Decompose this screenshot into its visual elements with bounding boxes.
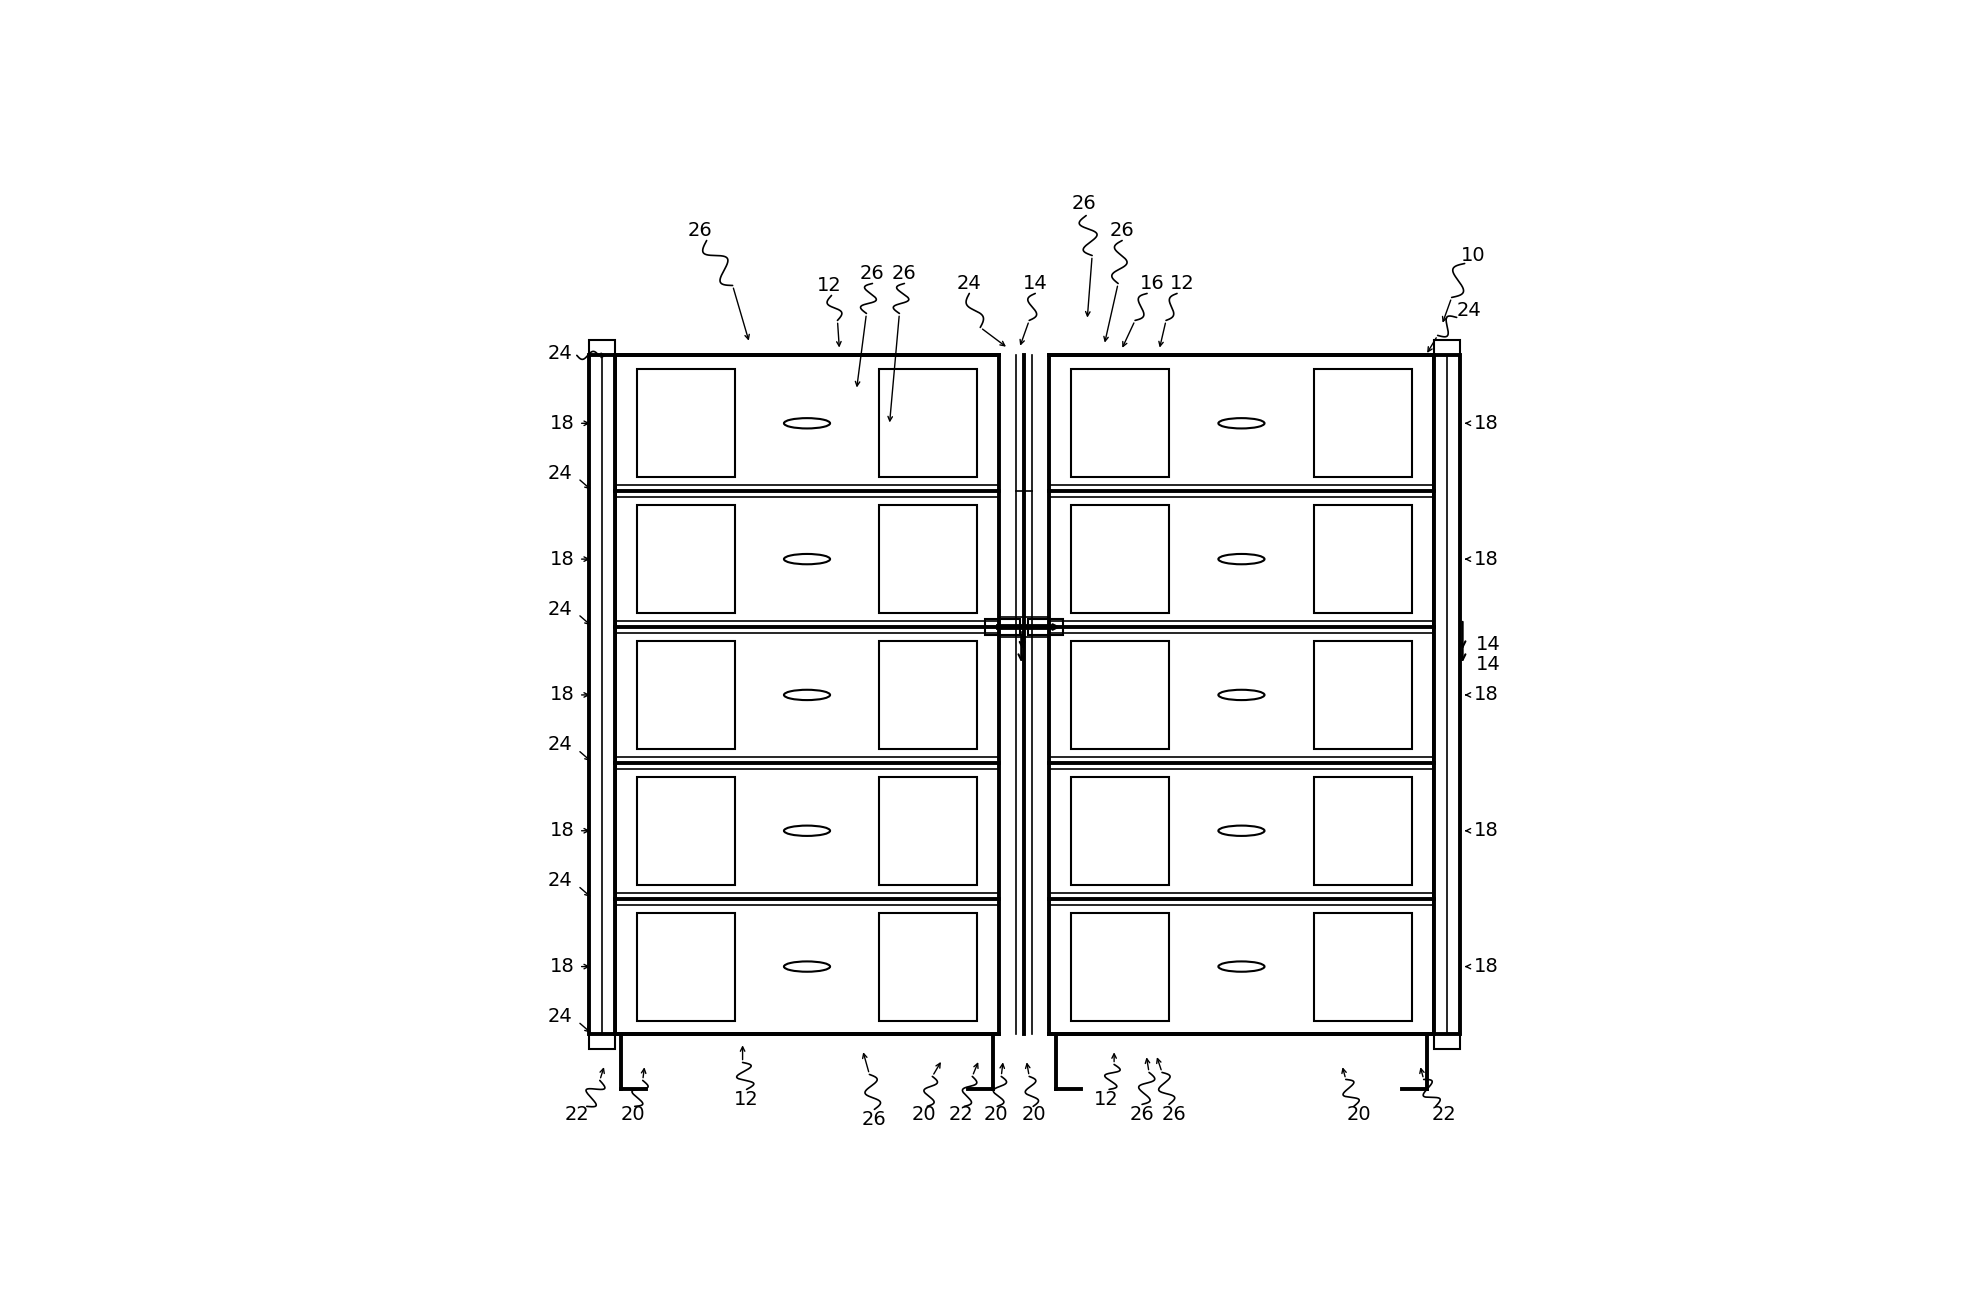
Text: 18: 18 xyxy=(1474,550,1498,568)
Text: 26: 26 xyxy=(863,1110,887,1128)
Text: 24: 24 xyxy=(548,1006,572,1026)
Text: 24: 24 xyxy=(548,344,572,363)
Bar xyxy=(1071,506,1170,613)
Text: 20: 20 xyxy=(984,1105,1009,1124)
Bar xyxy=(986,619,1021,636)
Bar xyxy=(879,641,978,748)
Text: 26: 26 xyxy=(1130,1105,1154,1124)
Bar xyxy=(1071,370,1170,477)
Text: 18: 18 xyxy=(1474,821,1498,840)
Text: 18: 18 xyxy=(550,414,574,433)
Text: 18: 18 xyxy=(550,685,574,704)
Bar xyxy=(637,913,734,1021)
Text: 24: 24 xyxy=(958,274,982,293)
Text: 24: 24 xyxy=(1457,301,1480,320)
Text: 24: 24 xyxy=(548,599,572,619)
Text: 24: 24 xyxy=(548,464,572,482)
Text: 18: 18 xyxy=(1474,685,1498,704)
Text: 20: 20 xyxy=(621,1105,645,1124)
Text: 16: 16 xyxy=(1140,274,1164,293)
Text: 22: 22 xyxy=(564,1105,590,1124)
Text: 26: 26 xyxy=(861,265,885,283)
Text: 18: 18 xyxy=(550,957,574,977)
Bar xyxy=(590,340,615,355)
Bar xyxy=(590,1035,615,1049)
Text: 14: 14 xyxy=(1023,274,1047,293)
Text: 26: 26 xyxy=(893,265,916,283)
Bar xyxy=(1433,1035,1461,1049)
Bar xyxy=(1433,355,1461,1035)
Bar xyxy=(590,355,615,1035)
Text: 24: 24 xyxy=(548,872,572,890)
Text: 12: 12 xyxy=(1170,274,1195,293)
Text: 22: 22 xyxy=(1431,1105,1457,1124)
Bar xyxy=(637,506,734,613)
Bar xyxy=(879,913,978,1021)
Bar xyxy=(1071,913,1170,1021)
Text: 26: 26 xyxy=(1162,1105,1185,1124)
Bar xyxy=(1314,506,1411,613)
Bar xyxy=(1071,641,1170,748)
Text: 18: 18 xyxy=(1474,957,1498,977)
Text: 12: 12 xyxy=(734,1089,760,1109)
Bar xyxy=(637,777,734,885)
Bar xyxy=(1314,913,1411,1021)
Bar xyxy=(1071,777,1170,885)
Text: 14: 14 xyxy=(1476,655,1500,674)
Bar xyxy=(879,777,978,885)
Text: 26: 26 xyxy=(687,220,712,240)
Bar xyxy=(879,370,978,477)
Text: 26: 26 xyxy=(1110,220,1134,240)
Bar xyxy=(1314,777,1411,885)
Text: 18: 18 xyxy=(1474,414,1498,433)
Bar xyxy=(1314,641,1411,748)
Text: 18: 18 xyxy=(550,550,574,568)
Bar xyxy=(879,506,978,613)
Bar xyxy=(1029,619,1063,636)
Bar xyxy=(637,370,734,477)
Bar xyxy=(1049,355,1433,1035)
Text: 12: 12 xyxy=(817,276,841,294)
Bar xyxy=(615,355,999,1035)
Bar xyxy=(1314,370,1411,477)
Text: 12: 12 xyxy=(1094,1089,1118,1109)
Text: 20: 20 xyxy=(1346,1105,1371,1124)
Text: 24: 24 xyxy=(548,735,572,755)
Text: 26: 26 xyxy=(1073,195,1096,213)
Bar xyxy=(1433,340,1461,355)
Text: 22: 22 xyxy=(950,1105,974,1124)
Text: 18: 18 xyxy=(550,821,574,840)
Text: 10: 10 xyxy=(1461,246,1486,265)
Text: 14: 14 xyxy=(1476,636,1500,655)
Text: 20: 20 xyxy=(1021,1105,1047,1124)
Text: 20: 20 xyxy=(912,1105,936,1124)
Bar xyxy=(637,641,734,748)
